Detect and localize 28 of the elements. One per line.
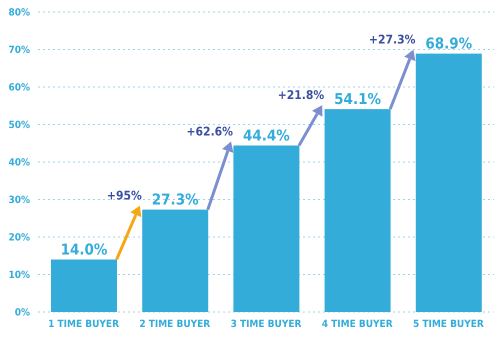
x-tick-label: 4 TIME BUYER — [322, 319, 393, 330]
y-tick-label: 40% — [8, 158, 30, 169]
x-tick-label: 5 TIME BUYER — [412, 319, 484, 330]
y-tick-label: 80% — [8, 8, 30, 19]
y-tick-label: 60% — [8, 82, 30, 94]
data-label: 14.0% — [60, 240, 108, 258]
data-label: 44.4% — [242, 126, 290, 144]
annotation: +27.3% — [368, 32, 416, 47]
y-tick-label: 70% — [8, 45, 30, 56]
annotation: +21.8% — [278, 88, 324, 102]
data-label: 54.1% — [334, 90, 382, 108]
y-tick-label: 0% — [14, 308, 30, 319]
y-tick-label: 50% — [8, 120, 30, 132]
x-tick-label: 1 TIME BUYER — [48, 319, 120, 330]
bar — [142, 210, 208, 312]
annotation: +62.6% — [186, 124, 234, 138]
x-tick-label: 3 TIME BUYER — [230, 319, 302, 330]
data-label: 68.9% — [425, 34, 473, 53]
bar — [324, 109, 391, 312]
y-tick-label: 10% — [8, 270, 30, 282]
bar — [416, 54, 482, 312]
data-label: 27.3% — [152, 190, 200, 209]
y-tick-label: 30% — [8, 195, 30, 206]
annotation: +95% — [106, 188, 142, 203]
bar — [233, 146, 300, 312]
bar — [51, 260, 117, 312]
x-tick-label: 2 TIME BUYER — [139, 319, 210, 330]
y-tick-label: 20% — [8, 232, 30, 244]
